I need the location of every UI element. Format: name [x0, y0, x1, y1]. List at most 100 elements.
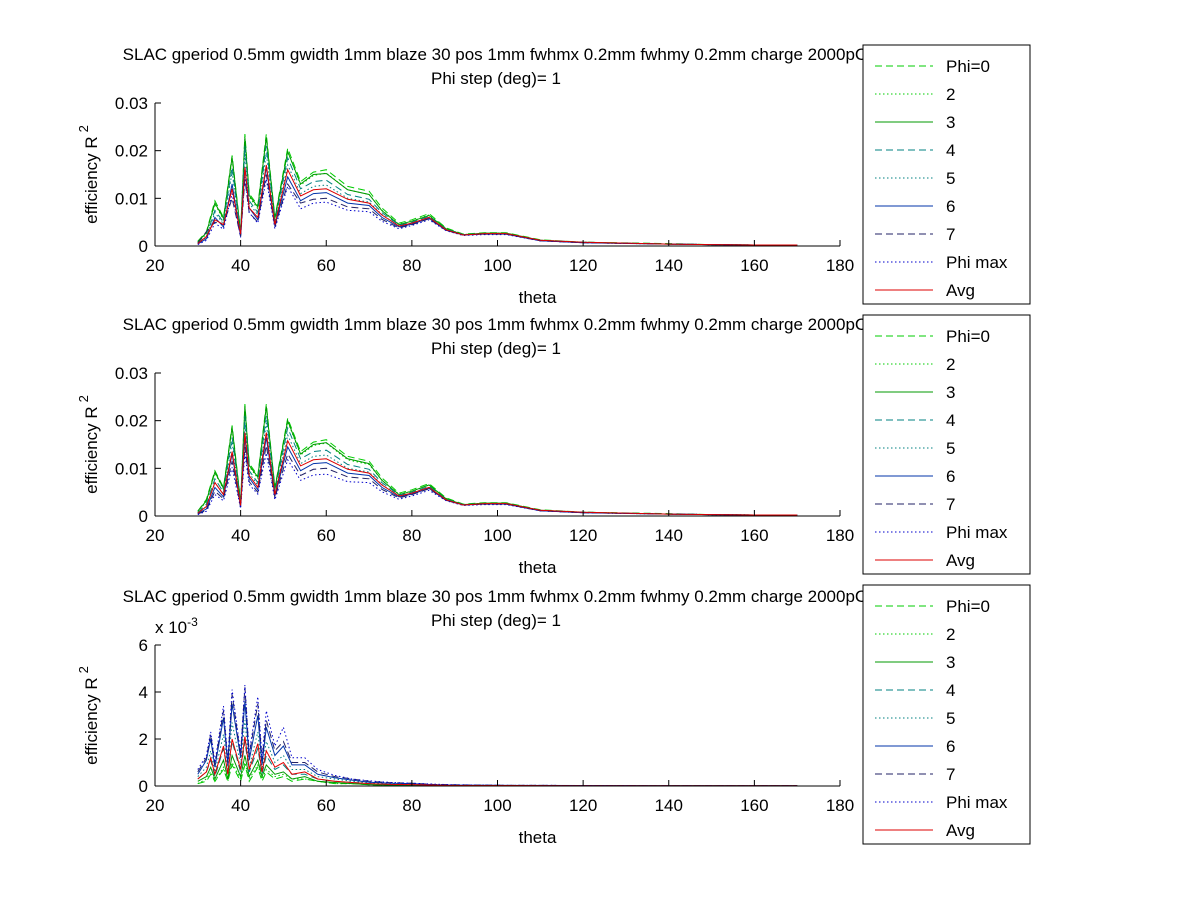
chart-title: SLAC gperiod 0.5mm gwidth 1mm blaze 30 p… [123, 587, 968, 606]
x-tick-label: 40 [231, 256, 250, 275]
legend-label: 4 [946, 681, 955, 700]
series-line-5 [197, 720, 798, 787]
series-line-5 [197, 153, 798, 246]
x-tick-label: 80 [402, 256, 421, 275]
x-tick-label: 100 [483, 256, 511, 275]
legend-label: 3 [946, 383, 955, 402]
legend-label: Avg [946, 281, 975, 300]
x-axis-label: theta [519, 288, 557, 307]
x-tick-label: 100 [483, 526, 511, 545]
series-line-5 [197, 423, 798, 516]
x-tick-label: 20 [146, 256, 165, 275]
legend-label: 5 [946, 439, 955, 458]
legend: Phi=0 2 3 4 5 6 7 Phi max Avg [862, 314, 1031, 575]
legend: Phi=0 2 3 4 5 6 7 Phi max Avg [862, 44, 1031, 305]
legend: Phi=0 2 3 4 5 6 7 Phi max Avg [862, 584, 1031, 845]
legend-label: 3 [946, 113, 955, 132]
legend-label: 6 [946, 197, 955, 216]
series-line-9 [197, 736, 798, 787]
x-axis-label: theta [519, 828, 557, 847]
x-tick-label: 180 [826, 526, 854, 545]
legend-label: Avg [946, 551, 975, 570]
y-tick-label: 0 [139, 507, 148, 526]
series-group [197, 684, 798, 787]
chart-panel-1: 20 40 60 80 100 120 140 160 180 0 0.01 0.02 0.03 thet… [76, 44, 1031, 307]
series-line-8 [197, 684, 798, 787]
legend-label: Phi=0 [946, 57, 990, 76]
y-multiplier: x 10-3 [155, 615, 198, 637]
legend-label: Phi max [946, 253, 1008, 272]
x-tick-label: 140 [655, 796, 683, 815]
y-axis-label: efficiency R2 [76, 125, 101, 224]
series-line-4 [197, 741, 798, 787]
series-group [197, 133, 798, 246]
x-tick-label: 160 [740, 526, 768, 545]
x-tick-label: 180 [826, 796, 854, 815]
x-tick-label: 120 [569, 796, 597, 815]
legend-label: 5 [946, 169, 955, 188]
chart-panel-3: 20 40 60 80 100 120 140 160 180 0 2 4 6 x 10-3 theta ef… [76, 584, 1031, 847]
chart-subtitle: Phi step (deg)= 1 [431, 339, 561, 358]
x-tick-label: 20 [146, 796, 165, 815]
x-tick-label: 60 [317, 256, 336, 275]
legend-label: 6 [946, 737, 955, 756]
series-line-9 [197, 432, 798, 516]
x-tick-label: 160 [740, 796, 768, 815]
y-tick-label: 6 [139, 636, 148, 655]
legend-label: 3 [946, 653, 955, 672]
legend-box [862, 584, 1031, 845]
y-tick-label: 0 [139, 777, 148, 796]
legend-label: 7 [946, 765, 955, 784]
x-tick-label: 40 [231, 526, 250, 545]
legend-label: Avg [946, 821, 975, 840]
chart-title: SLAC gperiod 0.5mm gwidth 1mm blaze 30 p… [123, 315, 968, 334]
x-tick-label: 120 [569, 526, 597, 545]
series-line-9 [197, 164, 798, 246]
legend-box [862, 314, 1031, 575]
x-tick-label: 100 [483, 796, 511, 815]
series-line-2 [197, 407, 798, 516]
y-tick-label: 0.01 [115, 189, 148, 208]
x-axis-label: theta [519, 558, 557, 577]
series-line-7 [197, 687, 798, 787]
y-axis-label: efficiency R2 [76, 395, 101, 494]
chart-panel-2: 20 40 60 80 100 120 140 160 180 0 0.01 0.02 0.03 thet… [76, 314, 1031, 577]
legend-label: Phi=0 [946, 597, 990, 616]
x-tick-label: 180 [826, 256, 854, 275]
x-tick-label: 20 [146, 526, 165, 545]
y-tick-label: 2 [139, 730, 148, 749]
legend-label: Phi=0 [946, 327, 990, 346]
legend-label: 7 [946, 495, 955, 514]
legend-label: Phi max [946, 523, 1008, 542]
legend-label: 7 [946, 225, 955, 244]
legend-label: 5 [946, 709, 955, 728]
y-axis-label: efficiency R2 [76, 666, 101, 765]
series-line-2 [197, 760, 798, 787]
series-line-3 [197, 137, 798, 246]
y-tick-label: 0.03 [115, 364, 148, 383]
y-tick-label: 0.02 [115, 142, 148, 161]
legend-label: 2 [946, 625, 955, 644]
legend-label: 4 [946, 141, 955, 160]
series-line-8 [197, 452, 798, 516]
x-tick-label: 140 [655, 526, 683, 545]
legend-label: Phi max [946, 793, 1008, 812]
legend-box [862, 44, 1031, 305]
series-group [197, 403, 798, 516]
y-tick-label: 0.03 [115, 94, 148, 113]
series-line-4 [197, 415, 798, 516]
series-line-7 [197, 174, 798, 246]
x-tick-label: 140 [655, 256, 683, 275]
legend-label: 6 [946, 467, 955, 486]
series-line-4 [197, 145, 798, 246]
x-tick-label: 60 [317, 526, 336, 545]
y-tick-label: 0.01 [115, 459, 148, 478]
x-tick-label: 80 [402, 796, 421, 815]
y-tick-label: 0.02 [115, 412, 148, 431]
chart-subtitle: Phi step (deg)= 1 [431, 611, 561, 630]
legend-label: 2 [946, 355, 955, 374]
chart-subtitle: Phi step (deg)= 1 [431, 69, 561, 88]
x-tick-label: 40 [231, 796, 250, 815]
x-tick-label: 120 [569, 256, 597, 275]
